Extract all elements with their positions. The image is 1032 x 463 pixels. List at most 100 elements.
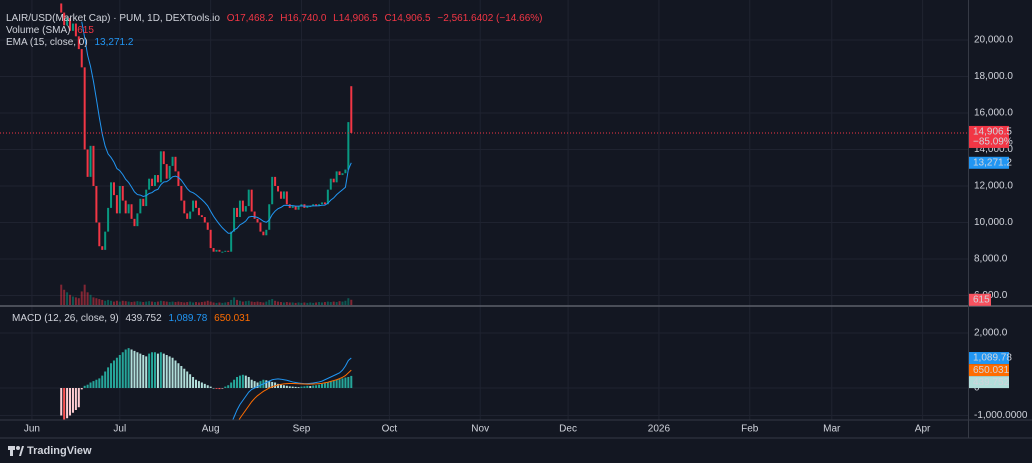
macd-signal-value: 650.031 xyxy=(214,313,251,324)
x-tick-label: Mar xyxy=(823,424,841,435)
candle-body xyxy=(244,206,247,212)
macd-histogram-bar xyxy=(209,386,212,388)
volume-bar xyxy=(168,302,171,305)
volume-bar xyxy=(318,302,321,305)
candle-body xyxy=(112,182,115,196)
candle-body xyxy=(165,164,168,179)
volume-bar xyxy=(130,302,133,305)
volume-bar xyxy=(83,284,86,305)
candle-body xyxy=(253,211,256,219)
candle-body xyxy=(121,185,124,201)
candle-body xyxy=(133,218,136,227)
volume-bar xyxy=(326,301,329,305)
price-pane xyxy=(0,3,968,305)
candle-body xyxy=(300,204,303,207)
volume-bar xyxy=(309,302,312,305)
volume-bar xyxy=(250,301,253,305)
macd-histogram-bar xyxy=(83,385,86,388)
volume-bar xyxy=(162,301,165,305)
macd-histogram-bar xyxy=(133,350,136,388)
candle-body xyxy=(89,145,92,177)
price-axis-box xyxy=(969,125,1009,148)
x-tick-label: Oct xyxy=(382,424,398,435)
candle-body xyxy=(221,251,224,253)
macd-histogram-bar xyxy=(60,387,63,416)
candle-body xyxy=(171,156,174,166)
macd-histogram-bar xyxy=(165,354,168,388)
volume-bar xyxy=(288,302,291,305)
candle-body xyxy=(153,175,156,186)
candle-body xyxy=(212,248,215,252)
volume-bar xyxy=(253,302,256,305)
candle-body xyxy=(256,218,259,223)
volume-bar xyxy=(206,300,209,305)
macd-histogram-bar xyxy=(315,385,318,388)
candle-body xyxy=(63,12,66,26)
volume-bar xyxy=(209,301,212,305)
volume-bar xyxy=(268,299,271,305)
macd-histogram-bar xyxy=(80,387,83,390)
macd-histogram-bar xyxy=(69,387,72,416)
x-tick-label: 2026 xyxy=(648,424,671,435)
volume-bar xyxy=(241,301,244,305)
candle-body xyxy=(80,49,83,68)
volume-bar xyxy=(142,302,145,305)
macd-histogram-bar xyxy=(86,384,89,388)
volume-bar xyxy=(282,302,285,305)
candle-body xyxy=(159,151,162,183)
volume-legend: Volume (SMA) 615 xyxy=(6,25,94,36)
candle-body xyxy=(250,189,253,212)
volume-bar xyxy=(156,301,159,305)
macd-histogram-bar xyxy=(153,352,156,388)
macd-histogram-bar xyxy=(236,376,239,388)
candle-body xyxy=(86,149,89,177)
volume-bar xyxy=(277,301,280,305)
volume-bar xyxy=(189,301,192,305)
volume-bar xyxy=(227,302,230,305)
volume-bar xyxy=(104,300,107,305)
volume-bar xyxy=(203,301,206,305)
candle-body xyxy=(323,202,326,205)
macd-axis-label: 1,089.78 xyxy=(973,353,1012,364)
candle-body xyxy=(118,185,121,214)
ema-axis-box xyxy=(969,156,1009,169)
macd-histogram-bar xyxy=(241,374,244,388)
candle-body xyxy=(124,200,127,214)
macd-histogram-bar xyxy=(127,348,130,388)
ohlc-change: −2,561.6402 (−14.66%) xyxy=(437,13,542,24)
volume-bar xyxy=(165,301,168,305)
macd-histogram-bar xyxy=(282,385,285,388)
volume-bar xyxy=(63,289,66,305)
macd-line xyxy=(232,357,352,420)
macd-histogram-bar xyxy=(195,379,198,388)
volume-bar xyxy=(118,301,121,305)
volume-bar xyxy=(238,300,241,305)
candle-body xyxy=(156,175,159,183)
candle-body xyxy=(233,207,236,232)
volume-axis-label: 615 xyxy=(973,294,990,305)
volume-bar xyxy=(136,301,139,305)
macd-histogram-bar xyxy=(89,382,92,388)
candle-body xyxy=(151,178,154,186)
candle-body xyxy=(189,211,192,219)
volume-bar xyxy=(95,298,98,305)
candle-body xyxy=(259,222,262,232)
macd-histogram-bar xyxy=(224,386,227,388)
macd-histogram-bar xyxy=(233,379,236,388)
volume-bar xyxy=(60,284,63,305)
macd-histogram-bar xyxy=(318,384,321,388)
volume-bar xyxy=(244,301,247,305)
volume-bar xyxy=(306,302,309,305)
volume-bar xyxy=(259,302,262,305)
macd-histogram-bar xyxy=(338,379,341,388)
candle-body xyxy=(215,249,218,252)
ohlc-open: O17,468.2 xyxy=(227,13,274,24)
candle-body xyxy=(224,250,227,252)
macd-histogram-bar xyxy=(323,383,326,388)
volume-bar xyxy=(341,301,344,305)
volume-bar xyxy=(297,302,300,305)
macd-histogram-bar xyxy=(168,356,171,388)
macd-histogram-bar xyxy=(203,383,206,388)
volume-bar xyxy=(110,300,113,305)
